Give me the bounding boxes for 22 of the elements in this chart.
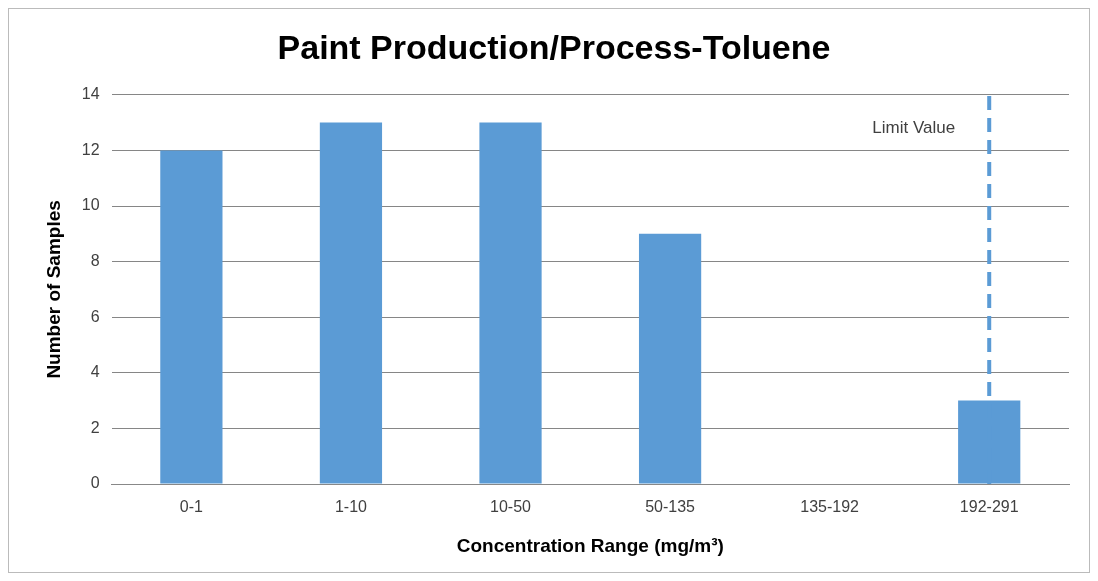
x-tick-label: 10-50 [490, 498, 532, 516]
x-tick-label: 135-192 [800, 498, 860, 516]
x-axis-title: Concentration Range (mg/m³) [456, 534, 724, 556]
y-tick-label: 6 [90, 307, 100, 325]
ref-line-label: Limit Value [872, 118, 956, 138]
bar [638, 233, 702, 484]
y-tick-label: 4 [90, 363, 100, 381]
x-tick-label: 50-135 [645, 498, 696, 516]
x-tick-label: 192-291 [959, 498, 1019, 516]
y-tick-label: 8 [90, 252, 100, 270]
y-tick-label: 14 [81, 85, 100, 103]
y-tick-label: 12 [81, 140, 100, 158]
x-tick-label: 1-10 [334, 498, 368, 516]
y-tick-label: 0 [90, 474, 100, 492]
bar [319, 122, 383, 484]
x-tick-label: 0-1 [179, 498, 204, 516]
bar [160, 150, 223, 484]
y-axis-title: Number of Samples [42, 200, 64, 379]
bar [479, 122, 542, 484]
chart-title: Paint Production/Process-Toluene [277, 27, 831, 66]
y-tick-label: 10 [81, 196, 100, 214]
y-tick-label: 2 [90, 418, 100, 436]
